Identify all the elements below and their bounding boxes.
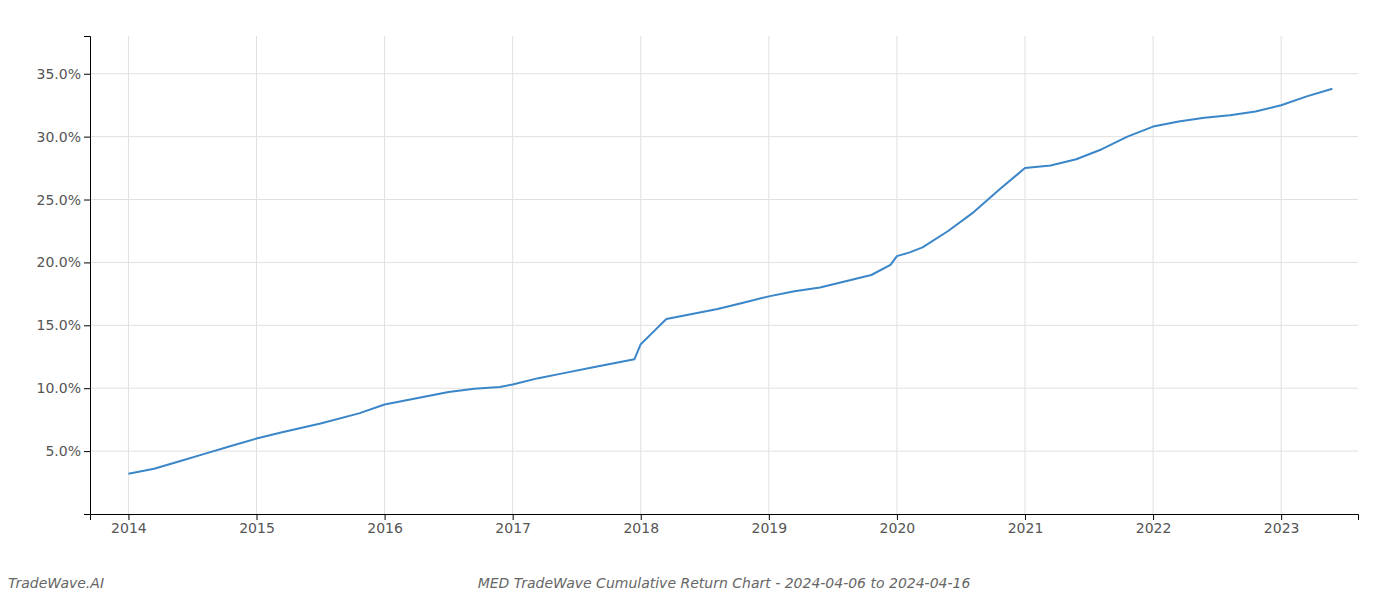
x-tick: 2022 [1136,514,1172,536]
x-tick: 2023 [1264,514,1300,536]
y-tick: 25.0% [37,192,90,208]
chart: 2014 2015 2016 2017 2018 2019 2020 2021 2022 2023… [0,0,1400,600]
x-grid-line [512,36,513,514]
y-tick: 20.0% [37,254,90,270]
grid [90,36,1358,514]
x-tick: 2021 [1008,514,1044,536]
x-tick-label: 2019 [752,520,788,536]
y-grid-line [90,325,1358,326]
y-tick-mark [84,74,90,75]
x-tick-label: 2018 [623,520,659,536]
y-grid-line [90,388,1358,389]
x-grid-line [1281,36,1282,514]
x-grid-line [896,36,897,514]
x-tick: 2014 [111,514,147,536]
x-tick-label: 2017 [495,520,531,536]
y-tick-mark [84,388,90,389]
x-grid-line [640,36,641,514]
x-tick-label: 2020 [880,520,916,536]
y-tick-label: 25.0% [37,192,81,208]
x-axis: 2014 2015 2016 2017 2018 2019 2020 2021 2022 2023 [91,514,1359,536]
x-tick: 2018 [623,514,659,536]
y-tick: 5.0% [45,443,90,459]
y-tick-label: 10.0% [37,380,81,396]
x-tick-label: 2023 [1264,520,1300,536]
x-tick: 2017 [495,514,531,536]
x-tick-label: 2015 [239,520,275,536]
series [128,89,1332,474]
y-tick: 35.0% [37,66,90,82]
plot-area: 2014 2015 2016 2017 2018 2019 2020 2021 2022 2023… [37,36,1359,536]
x-grid-line [1153,36,1154,514]
x-tick-label: 2022 [1136,520,1172,536]
x-tick: 2015 [239,514,275,536]
x-grid-line [128,36,129,514]
x-tick: 2019 [752,514,788,536]
x-grid-line [384,36,385,514]
x-grid-line [1024,36,1025,514]
y-tick: 30.0% [37,129,90,145]
y-tick-label: 15.0% [37,317,81,333]
x-grid-line [256,36,257,514]
y-grid-line [90,73,1358,74]
y-tick-mark [84,262,90,263]
y-tick-mark [84,137,90,138]
x-tick: 2016 [367,514,403,536]
y-tick-label: 5.0% [45,443,81,459]
y-axis: 5.0% 10.0% 15.0% 20.0% 25.0% 30.0% 35.0% [37,37,91,515]
y-grid-line [90,262,1358,263]
y-grid-line [90,136,1358,137]
x-tick: 2020 [880,514,916,536]
watermark: TradeWave.AI [8,575,104,591]
y-tick-label: 20.0% [37,254,81,270]
y-tick-mark [84,200,90,201]
x-grid-line [768,36,769,514]
line [128,89,1332,474]
title: MED TradeWave Cumulative Return Chart - … [478,575,971,591]
x-tick-label: 2021 [1008,520,1044,536]
y-tick-label: 30.0% [37,129,81,145]
y-grid-line [90,451,1358,452]
x-tick-label: 2014 [111,520,147,536]
y-tick-mark [84,451,90,452]
y-tick: 15.0% [37,317,90,333]
y-grid-line [90,199,1358,200]
y-tick: 10.0% [37,380,90,396]
y-tick-mark [84,325,90,326]
x-tick-label: 2016 [367,520,403,536]
y-axis-line [84,37,91,515]
y-tick-label: 35.0% [37,66,81,82]
